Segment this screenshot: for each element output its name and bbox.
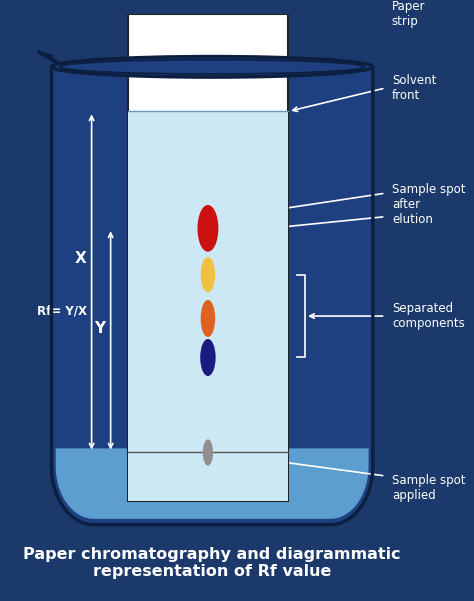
Text: Rf= Y/X: Rf= Y/X	[36, 305, 87, 318]
Text: Sample spot
applied: Sample spot applied	[392, 474, 465, 502]
Ellipse shape	[52, 56, 373, 77]
Text: Y: Y	[94, 321, 106, 336]
Text: Separated
components: Separated components	[392, 302, 465, 330]
Bar	[128, 111, 288, 501]
Ellipse shape	[203, 439, 213, 466]
Ellipse shape	[201, 257, 215, 292]
Ellipse shape	[198, 205, 219, 252]
Polygon shape	[52, 67, 373, 525]
Polygon shape	[55, 448, 369, 519]
Text: X: X	[75, 251, 87, 266]
Text: Sample spot
after
elution: Sample spot after elution	[392, 183, 465, 227]
Text: Solvent
front: Solvent front	[392, 74, 436, 102]
Ellipse shape	[201, 300, 215, 337]
Bar	[128, 14, 288, 501]
Ellipse shape	[200, 339, 216, 376]
Text: Paper chromatography and diagrammatic
representation of Rf value: Paper chromatography and diagrammatic re…	[23, 547, 401, 579]
Text: Paper
strip: Paper strip	[392, 0, 425, 28]
